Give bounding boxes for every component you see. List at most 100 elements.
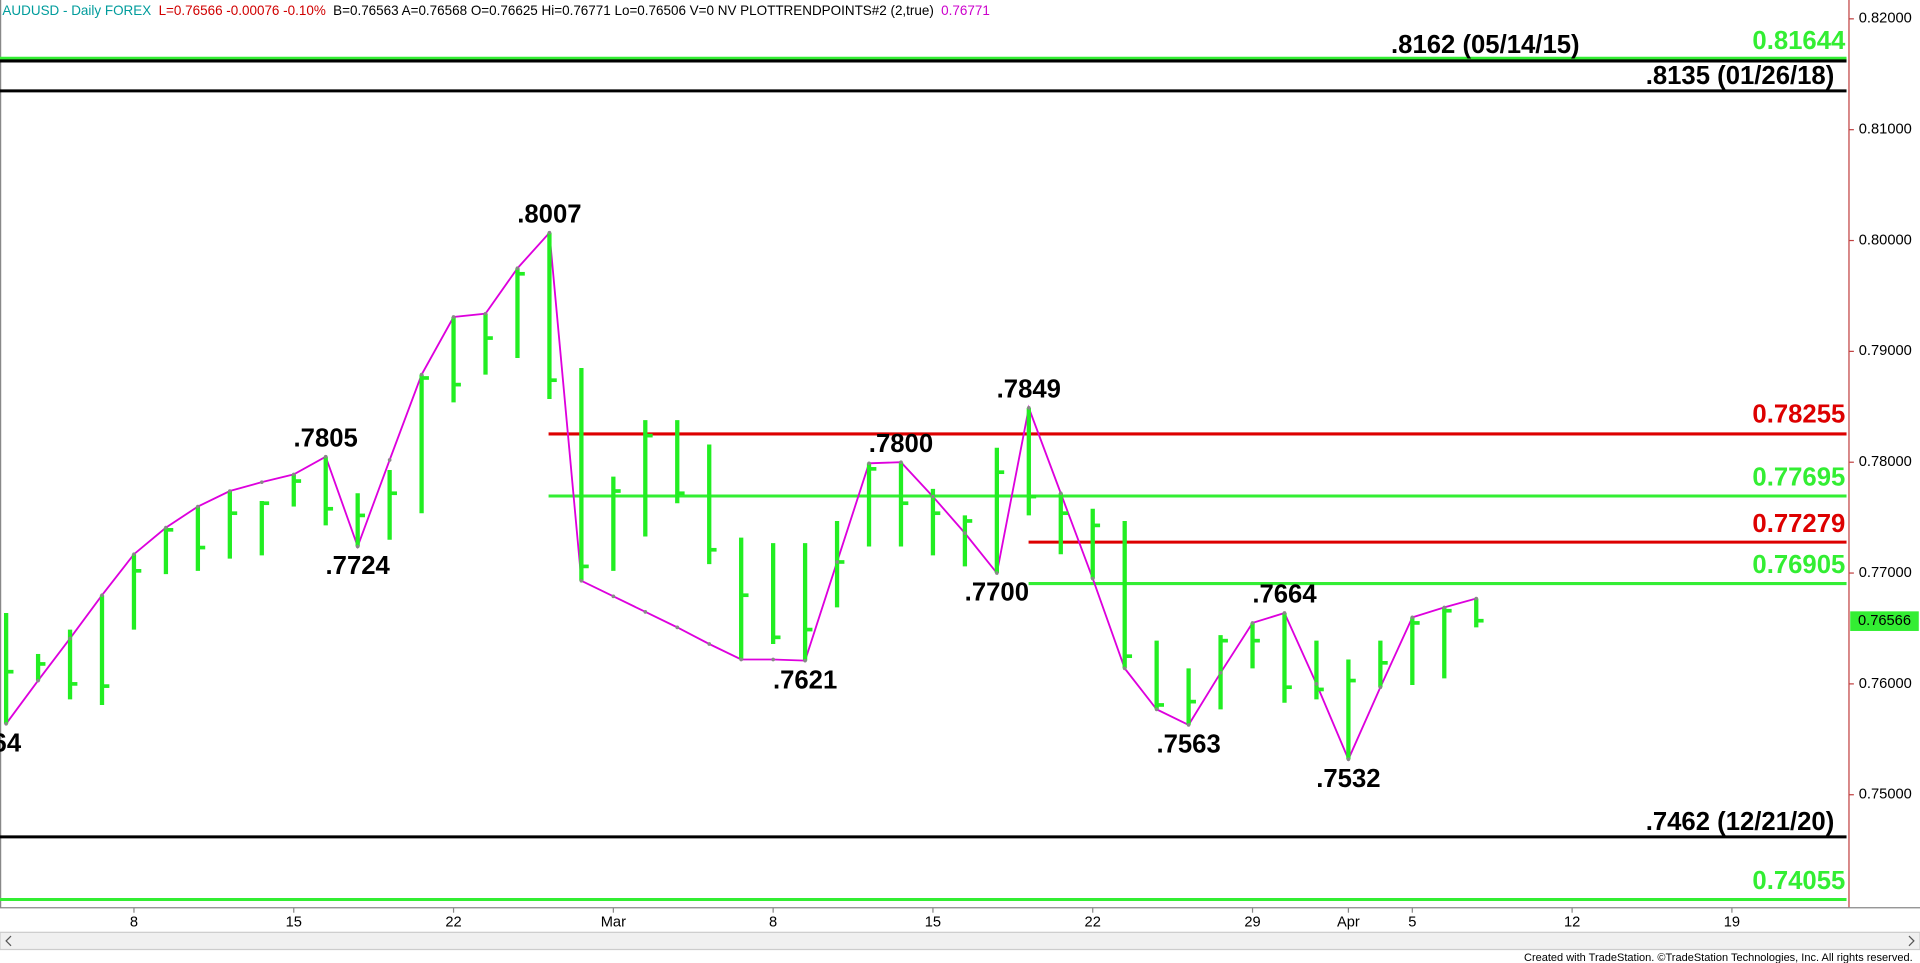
trend-point: [1314, 682, 1319, 686]
chart-header: AUDUSD - Daily FOREX L=0.76566 -0.00076 -…: [2, 3, 989, 18]
trend-point: [1282, 611, 1287, 615]
trend-point: [196, 504, 200, 509]
level-label: 0.78255: [1752, 400, 1845, 428]
level-label: 0.81644: [1752, 27, 1846, 55]
trend-point: [1474, 596, 1479, 601]
y-tick-label: 0.79000: [1859, 343, 1912, 359]
pivot-label: .7700: [965, 579, 1029, 607]
level-label: 0.74055: [1752, 867, 1845, 895]
pivot-label: .7805: [294, 424, 358, 452]
last-price-box: [1850, 611, 1919, 631]
trend-point: [547, 230, 552, 235]
trend-point: [1122, 666, 1127, 671]
x-tick-label: 8: [769, 914, 777, 930]
scroll-left[interactable]: [5, 935, 12, 947]
x-tick-label: Apr: [1337, 914, 1360, 930]
header-segment: B=0.76563 A=0.76568 O=0.76625 Hi=0.76771…: [333, 3, 934, 18]
trend-point: [451, 315, 456, 319]
trend-point: [164, 525, 168, 530]
pivot-label: .7724: [326, 552, 391, 580]
trend-point: [835, 560, 839, 564]
trend-point: [739, 657, 744, 662]
level-label: 0.77695: [1752, 464, 1845, 492]
level-label: 0.77279: [1752, 510, 1845, 538]
trend-point: [228, 489, 232, 493]
scrollbar[interactable]: [0, 931, 1920, 951]
trend-point: [579, 578, 584, 583]
trend-point: [1026, 406, 1031, 410]
trend-point: [899, 460, 903, 465]
trend-point: [1058, 491, 1063, 496]
x-tick-label: 5: [1408, 914, 1416, 930]
x-tick-label: 19: [1724, 914, 1740, 930]
x-tick-label: 8: [130, 914, 138, 930]
pivot-label: .7564: [0, 729, 22, 757]
x-tick-label: 29: [1244, 914, 1260, 930]
header-segment: L=0.76566 -0.00076 -0.10%: [159, 3, 326, 18]
x-tick-label: 12: [1564, 914, 1580, 930]
trend-point: [1186, 723, 1191, 727]
x-tick-label: 15: [925, 914, 941, 930]
level-label: .7462 (12/21/20): [1646, 808, 1835, 836]
trend-point: [867, 461, 871, 466]
trend-point: [132, 552, 136, 557]
y-tick-label: 0.77000: [1859, 565, 1912, 581]
pivot-label: .7664: [1252, 581, 1317, 609]
pivot-label: .7621: [773, 666, 837, 694]
x-tick-label: Mar: [601, 914, 626, 930]
y-tick-label: 0.78000: [1859, 454, 1912, 470]
trend-point: [483, 311, 488, 316]
y-tick-label: 0.82000: [1859, 11, 1912, 27]
y-tick-label: 0.81000: [1859, 122, 1912, 138]
scroll-right[interactable]: [1908, 935, 1915, 947]
trend-point: [1218, 670, 1223, 675]
level-label: .8162 (05/14/15): [1391, 31, 1580, 59]
level-label: .8135 (01/26/18): [1646, 62, 1835, 90]
level-label: 0.76905: [1752, 551, 1845, 579]
pivot-label: .8007: [517, 200, 581, 228]
trend-point: [515, 266, 520, 271]
trend-point: [323, 454, 328, 459]
trend-point: [259, 480, 264, 485]
pivot-label: .7849: [997, 376, 1061, 404]
trend-point: [36, 678, 40, 683]
trend-point: [963, 531, 967, 535]
trend-point: [387, 458, 392, 462]
trend-point: [100, 593, 104, 598]
last-price-label: 0.76566: [1858, 613, 1911, 629]
trend-point: [643, 610, 648, 614]
y-tick-label: 0.80000: [1859, 232, 1912, 248]
pivot-label: .7563: [1156, 731, 1220, 759]
x-tick-label: 22: [1085, 914, 1101, 930]
trend-point: [68, 636, 72, 641]
x-tick-label: 22: [445, 914, 461, 930]
trend-point: [355, 544, 360, 549]
trend-point: [1442, 605, 1447, 610]
trend-point: [803, 658, 807, 663]
x-tick-label: 15: [286, 914, 302, 930]
trend-point: [771, 657, 775, 662]
y-tick-label: 0.75000: [1859, 787, 1912, 803]
header-segment: AUDUSD - Daily FOREX: [2, 3, 151, 18]
trend-point: [707, 642, 712, 646]
trend-point: [1346, 757, 1351, 762]
trend-point: [291, 472, 296, 477]
trend-point: [931, 494, 935, 499]
header-segment: 0.76771: [941, 3, 990, 18]
trend-point: [1154, 707, 1159, 712]
pivot-label: .7800: [869, 430, 933, 458]
trend-point: [419, 372, 424, 377]
trend-point: [1378, 685, 1383, 690]
footer: Created with TradeStation. ©TradeStation…: [1524, 952, 1913, 963]
trend-point: [4, 721, 8, 726]
trend-point: [611, 594, 616, 599]
trend-point: [1410, 615, 1415, 620]
trend-point: [675, 625, 680, 630]
pivot-label: .7532: [1316, 765, 1380, 793]
trend-point: [995, 571, 999, 575]
trend-point: [1090, 576, 1095, 581]
trend-point: [1250, 621, 1255, 625]
